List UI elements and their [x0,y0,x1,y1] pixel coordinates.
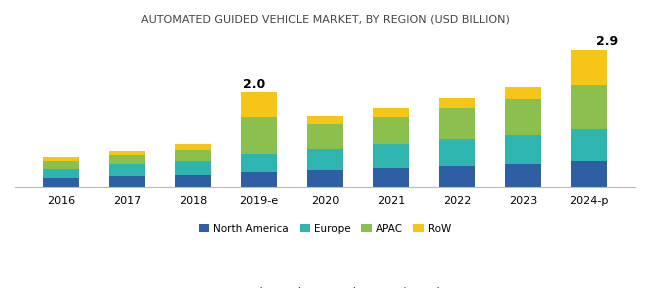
Bar [571,86,607,129]
Bar [504,164,541,187]
Legend: North America, Europe, APAC, RoW: North America, Europe, APAC, RoW [195,220,455,238]
Bar [373,144,409,168]
Bar [175,144,211,150]
Bar [373,107,409,117]
Bar [504,87,541,98]
Bar [241,117,277,154]
Bar [43,178,79,187]
Bar [307,124,343,149]
Bar [109,151,146,156]
Bar [307,170,343,187]
Bar [43,157,79,161]
Bar [571,129,607,161]
Bar [109,164,146,176]
Bar [175,161,211,175]
Text: Note: e = Estimated Year and p = Projected Year: Note: e = Estimated Year and p = Project… [181,287,469,288]
Bar [504,98,541,135]
Bar [241,154,277,173]
Bar [109,156,146,164]
Bar [109,176,146,187]
Bar [43,161,79,169]
Bar [43,169,79,178]
Bar [241,173,277,187]
Bar [241,92,277,117]
Bar [373,168,409,187]
Bar [175,175,211,187]
Bar [373,117,409,144]
Bar [439,139,475,166]
Bar [439,98,475,107]
Bar [504,135,541,164]
Bar [439,107,475,139]
Title: AUTOMATED GUIDED VEHICLE MARKET, BY REGION (USD BILLION): AUTOMATED GUIDED VEHICLE MARKET, BY REGI… [140,15,510,25]
Bar [571,50,607,86]
Bar [571,161,607,187]
Bar [307,116,343,124]
Text: 2.0: 2.0 [242,77,265,91]
Bar [307,149,343,170]
Text: 2.9: 2.9 [596,35,618,48]
Bar [439,166,475,187]
Bar [175,150,211,161]
